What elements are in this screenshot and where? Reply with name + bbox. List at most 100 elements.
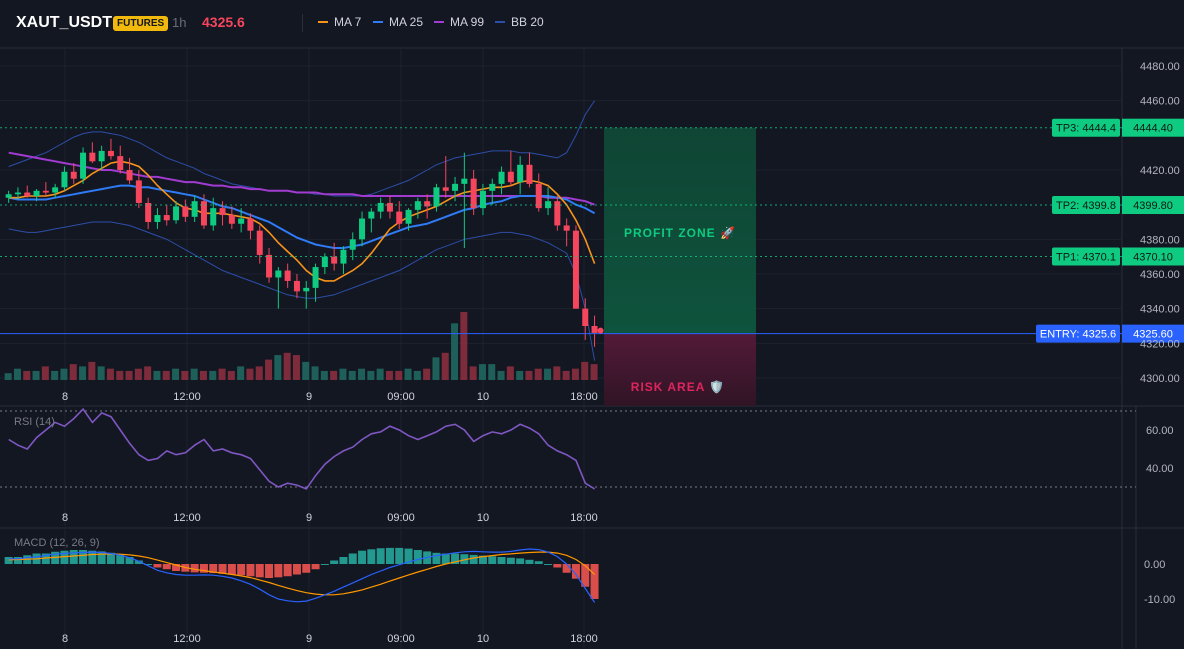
volume-bar bbox=[51, 370, 59, 380]
volume-bar bbox=[534, 368, 542, 380]
last-price: 4325.6 bbox=[202, 14, 245, 30]
macd-histogram-bar bbox=[199, 564, 208, 573]
legend-ma25-label: MA 25 bbox=[389, 15, 424, 29]
risk-zone-label: RISK AREA 🛡️ bbox=[631, 380, 725, 394]
candle-body bbox=[424, 201, 431, 207]
symbol-name[interactable]: XAUT_USDT bbox=[16, 14, 113, 31]
level-tag-text: ENTRY: 4325.6 bbox=[1040, 329, 1116, 341]
profit-zone bbox=[604, 127, 756, 334]
rsi-line bbox=[8, 407, 596, 490]
macd-histogram-bar bbox=[367, 549, 376, 564]
level-axis-text: 4444.40 bbox=[1133, 123, 1173, 135]
macd-histogram-bar bbox=[274, 564, 283, 578]
volume-bar bbox=[432, 357, 440, 380]
ma25-line bbox=[8, 184, 596, 249]
level-axis-text: 4370.10 bbox=[1133, 251, 1173, 263]
candle-body bbox=[386, 202, 393, 212]
macd-histogram-bar bbox=[478, 555, 487, 564]
timeframe-label[interactable]: 1h bbox=[172, 15, 187, 30]
macd-histogram-bar bbox=[255, 564, 264, 578]
macd-histogram-bar bbox=[69, 550, 78, 564]
macd-histogram-bar bbox=[265, 564, 274, 578]
candle-body bbox=[582, 308, 589, 326]
volume-bar bbox=[13, 368, 21, 380]
macd-histogram-bar bbox=[125, 557, 134, 564]
volume-bar bbox=[497, 370, 505, 380]
macd-histogram-bar bbox=[488, 556, 497, 564]
ma99-line bbox=[8, 151, 595, 206]
macd-histogram-bar bbox=[469, 554, 478, 564]
candle-body bbox=[275, 270, 282, 278]
time-label: 18:00 bbox=[570, 512, 598, 524]
volume-bar bbox=[283, 352, 291, 380]
candle-body bbox=[442, 187, 449, 191]
macd-histogram-bar bbox=[88, 550, 97, 564]
macd-histogram-bar bbox=[376, 548, 385, 564]
macd-histogram-bar bbox=[451, 553, 460, 564]
legend-ma25[interactable]: MA 25 bbox=[373, 15, 423, 29]
volume-bar bbox=[423, 368, 431, 380]
candle-body bbox=[461, 178, 468, 184]
legend-bb20[interactable]: BB 20 bbox=[495, 15, 544, 29]
macd-histogram-bar bbox=[302, 564, 311, 573]
macd-histogram-bar bbox=[348, 553, 357, 564]
macd-histogram-bar bbox=[209, 564, 218, 574]
volume-bar bbox=[302, 361, 310, 380]
volume-bar bbox=[581, 361, 589, 380]
price-tick: 4360.00 bbox=[1140, 269, 1180, 281]
candle-body bbox=[33, 190, 40, 196]
candle-body bbox=[563, 225, 570, 231]
volume-bar bbox=[23, 370, 31, 380]
macd-histogram-bar bbox=[590, 564, 599, 599]
candle-body bbox=[321, 256, 328, 268]
level-axis-tp1 bbox=[1122, 247, 1184, 266]
volume-bar bbox=[292, 355, 300, 380]
candle-body bbox=[145, 202, 152, 222]
level-tag-entry bbox=[1036, 324, 1120, 343]
macd-histogram-bar bbox=[162, 564, 171, 570]
time-label: 12:00 bbox=[173, 633, 201, 645]
volume-bar bbox=[562, 370, 570, 380]
volume-bar bbox=[358, 368, 366, 380]
volume-bar bbox=[172, 368, 180, 380]
candle-body bbox=[126, 170, 133, 181]
candle-body bbox=[359, 218, 366, 240]
macd-histogram-bar bbox=[330, 560, 339, 564]
risk-zone bbox=[604, 333, 756, 406]
volume-bar bbox=[544, 368, 552, 380]
candle-body bbox=[14, 192, 21, 195]
candle-body bbox=[210, 208, 217, 226]
macd-histogram-bar bbox=[506, 557, 515, 564]
candle-body bbox=[266, 254, 273, 278]
volume-bar bbox=[144, 366, 152, 380]
legend-ma99[interactable]: MA 99 bbox=[434, 15, 484, 29]
candle-body bbox=[89, 152, 96, 162]
volume-bar bbox=[134, 368, 142, 380]
level-tag-tp3 bbox=[1052, 118, 1120, 137]
volume-bar bbox=[190, 368, 198, 380]
macd-histogram-bar bbox=[497, 557, 506, 564]
volume-bar bbox=[199, 370, 207, 380]
candle-body bbox=[517, 164, 524, 183]
candle-body bbox=[42, 190, 49, 193]
macd-histogram-bar bbox=[320, 564, 329, 565]
volume-bar bbox=[32, 370, 40, 380]
header-divider bbox=[302, 14, 303, 32]
time-label: 09:00 bbox=[387, 391, 415, 403]
volume-bar bbox=[181, 370, 189, 380]
macd-tick: -10.00 bbox=[1144, 594, 1175, 606]
volume-bar bbox=[237, 366, 245, 380]
legend-ma7[interactable]: MA 7 bbox=[318, 15, 361, 29]
macd-histogram-bar bbox=[544, 564, 553, 565]
macd-signal-line bbox=[8, 551, 596, 596]
legend-ma7-label: MA 7 bbox=[334, 15, 362, 29]
candle-body bbox=[396, 211, 403, 224]
volume-bar bbox=[516, 370, 524, 380]
bb-upper-line bbox=[8, 100, 596, 197]
macd-histogram-bar bbox=[395, 547, 404, 564]
macd-histogram-bar bbox=[172, 564, 181, 571]
candle-body bbox=[312, 267, 319, 288]
volume-bar bbox=[441, 352, 449, 380]
level-tag-tp1 bbox=[1052, 247, 1120, 266]
